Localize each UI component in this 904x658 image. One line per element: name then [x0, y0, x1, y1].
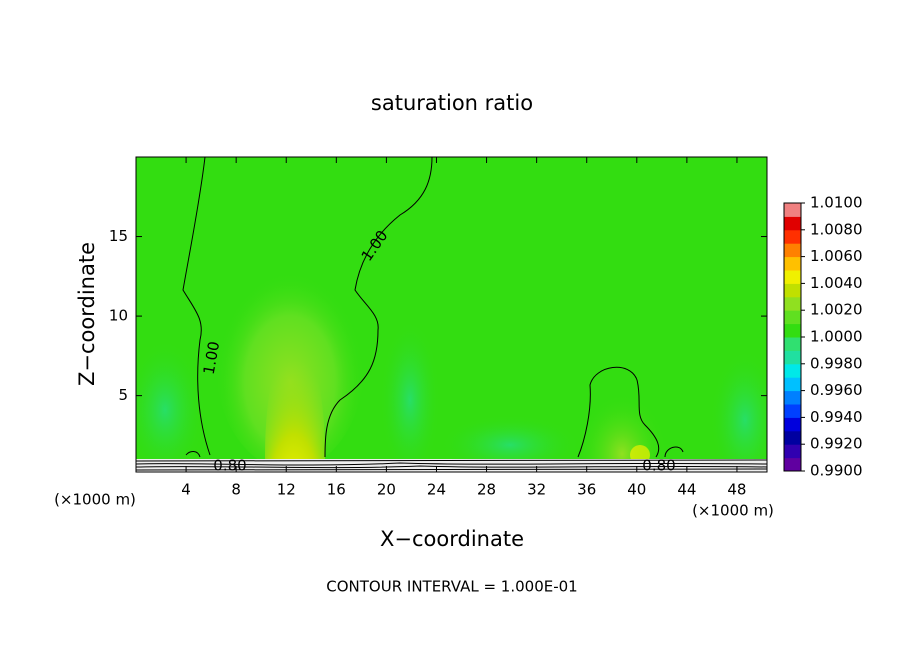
- x-tick-label: 4: [181, 481, 191, 499]
- colorbar-tick-label: 1.0060: [810, 247, 863, 265]
- chart-title: saturation ratio: [371, 91, 533, 115]
- field-region: [710, 350, 767, 472]
- colorbar-band: [784, 377, 801, 392]
- colorbar-band: [784, 216, 801, 231]
- y-tick-label: 10: [109, 307, 128, 325]
- colorbar-band: [784, 203, 801, 217]
- colorbar-tick-label: 1.0100: [810, 194, 863, 212]
- colorbar-band: [784, 270, 801, 284]
- y-axis-label: Z−coordinate: [75, 242, 99, 386]
- contour-line: [664, 446, 684, 458]
- colorbar-tick-label: 0.9940: [810, 408, 863, 426]
- colorbar-band: [784, 296, 801, 311]
- x-tick-label: 20: [377, 481, 396, 499]
- field-region: [136, 340, 205, 472]
- x-tick-label: 24: [427, 481, 446, 499]
- colorbar-tick-label: 1.0080: [810, 220, 863, 238]
- plot-frame: [135, 156, 768, 473]
- colorbar-tick-label: 0.9900: [810, 462, 863, 480]
- contour-label: 1.00: [200, 340, 224, 376]
- colorbar-band: [784, 430, 801, 445]
- colorbar-band: [784, 350, 801, 365]
- contour-line: [182, 157, 211, 456]
- colorbar-tick-label: 1.0020: [810, 301, 863, 319]
- field-region: [380, 320, 440, 472]
- x-tick-label: 36: [577, 481, 596, 499]
- contour-label: 0.80: [642, 457, 675, 475]
- colorbar-band: [784, 457, 801, 472]
- field: 1.00 1.00 0.80 0.80: [136, 157, 767, 475]
- colorbar-tick-label: 0.9960: [810, 381, 863, 399]
- contour-line: [136, 468, 767, 471]
- colorbar-band: [784, 363, 801, 378]
- contour-label: 0.80: [213, 457, 246, 475]
- colorbar-tick-label: 1.0000: [810, 328, 863, 346]
- x-axis-label: X−coordinate: [380, 527, 524, 551]
- colorbar-band: [784, 310, 801, 325]
- colorbar-band: [784, 283, 801, 298]
- colorbar-band: [784, 404, 801, 418]
- colorbar-tick-label: 0.9920: [810, 435, 863, 453]
- contour-line: [136, 459, 767, 462]
- y-tick-label: 15: [109, 227, 128, 245]
- colorbar-band: [784, 417, 801, 432]
- x-tick-label: 16: [327, 481, 346, 499]
- footnote: CONTOUR INTERVAL = 1.000E-01: [326, 578, 577, 596]
- colorbar-tick-label: 1.0040: [810, 274, 863, 292]
- colorbar-band: [784, 229, 801, 244]
- x-tick-label: 32: [527, 481, 546, 499]
- contour-line: [185, 451, 201, 458]
- colorbar-band: [784, 323, 801, 338]
- contour-lines: [136, 157, 767, 471]
- x-tick-label: 48: [727, 481, 746, 499]
- x-tick-label: 8: [231, 481, 241, 499]
- x-tick-label: 44: [677, 481, 696, 499]
- colorbar-band: [784, 390, 801, 405]
- colorbar-band: [784, 444, 801, 459]
- colorbar-band: [784, 337, 801, 351]
- y-tick-label: 5: [118, 386, 128, 404]
- colorbar-band: [784, 256, 801, 271]
- contour-line: [577, 366, 660, 458]
- colorbar-tick-label: 0.9980: [810, 354, 863, 372]
- colorbar-band: [784, 243, 801, 258]
- field-region: [265, 335, 325, 472]
- contour-line: [324, 157, 433, 458]
- x-unit-label: (×1000 m): [54, 491, 136, 509]
- contour-line: [136, 462, 767, 466]
- contour-line: [136, 465, 767, 469]
- x-tick-label: 28: [477, 481, 496, 499]
- x-unit-label: (×1000 m): [692, 502, 774, 520]
- x-tick-label: 12: [277, 481, 296, 499]
- field-region: [440, 415, 580, 472]
- x-tick-label: 40: [627, 481, 646, 499]
